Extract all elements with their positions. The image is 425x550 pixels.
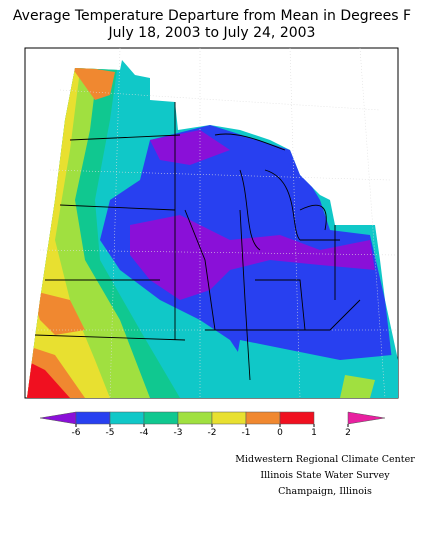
credit: Midwestern Regional Climate Center: [235, 454, 415, 465]
legend-label: -6: [72, 428, 81, 438]
credit: Illinois State Water Survey: [260, 470, 390, 481]
legend-swatch: [143, 411, 179, 425]
legend-swatch: [109, 411, 145, 425]
legend-swatch: [177, 411, 213, 425]
legend-swatch: [211, 411, 247, 425]
legend-label: -4: [140, 428, 149, 438]
legend-swatch: [75, 411, 111, 425]
legend-label: 1: [311, 428, 317, 438]
map-lines: [32, 47, 398, 399]
legend-label: -1: [242, 428, 251, 438]
legend-swatch: [347, 411, 386, 425]
legend-label: -2: [208, 428, 217, 438]
legend: -6 -5 -4 -3 -2 -1 0 1 2: [39, 411, 386, 438]
legend-label: -5: [106, 428, 115, 438]
title: Average Temperature Departure from Mean …: [13, 8, 411, 24]
legend-label: 0: [277, 428, 283, 438]
subtitle: July 18, 2003 to July 24, 2003: [108, 25, 316, 41]
legend-swatch: [39, 411, 77, 425]
legend-swatch: [279, 411, 315, 425]
legend-label: 2: [345, 428, 351, 438]
legend-label: -3: [174, 428, 183, 438]
legend-swatch: [245, 411, 281, 425]
credit: Champaign, Illinois: [278, 486, 372, 497]
